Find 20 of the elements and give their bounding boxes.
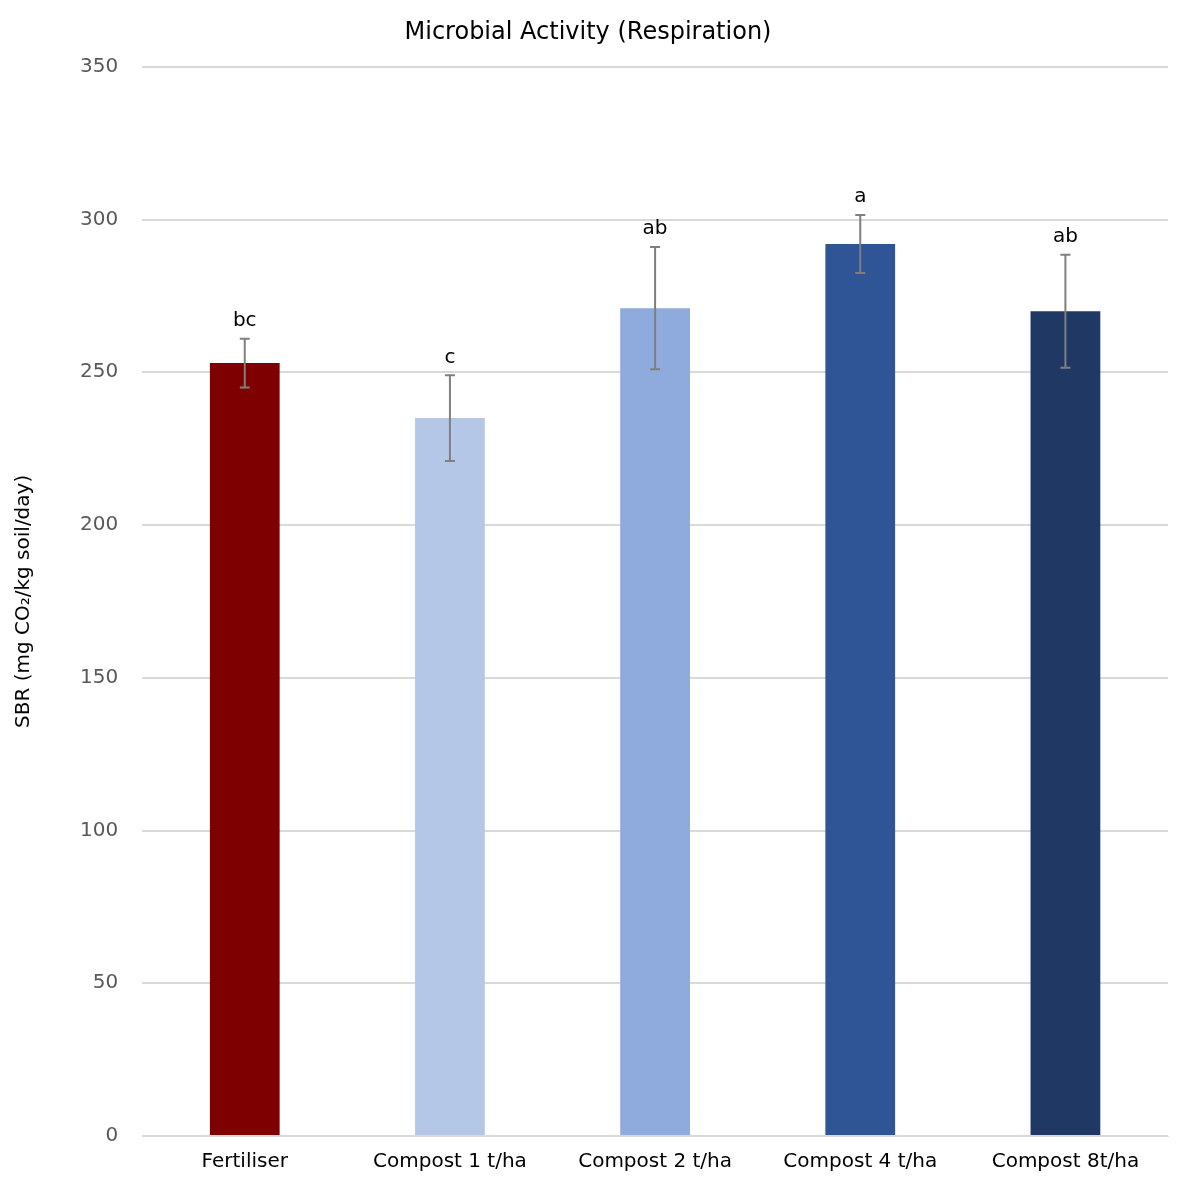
annotation: ab xyxy=(1052,222,1078,247)
x-tick-label: Fertiliser xyxy=(201,1148,289,1173)
y-tick-label: 150 xyxy=(79,663,119,688)
annotation: ab xyxy=(642,215,668,240)
chart-title: Microbial Activity (Respiration) xyxy=(404,16,772,45)
x-tick-label: Compost 2 t/ha xyxy=(578,1148,732,1173)
x-tick-label: Compost 4 t/ha xyxy=(783,1148,938,1173)
annotation: c xyxy=(444,343,456,368)
y-tick-label: 0 xyxy=(105,1122,119,1147)
x-tick-label: Compost 8t/ha xyxy=(991,1148,1140,1173)
y-axis-title: SBR (mg CO₂/kg soil/day) xyxy=(10,474,35,728)
y-tick-label: 250 xyxy=(79,358,119,383)
y-tick-label: 100 xyxy=(79,816,119,841)
x-tick-label: Compost 1 t/ha xyxy=(373,1148,527,1173)
y-tick-label: 200 xyxy=(79,511,119,536)
annotation: a xyxy=(854,183,867,208)
y-tick-label: 350 xyxy=(79,53,119,77)
y-tick-label: 50 xyxy=(92,969,119,994)
y-tick-label: 300 xyxy=(79,205,119,230)
annotation: bc xyxy=(232,306,257,331)
